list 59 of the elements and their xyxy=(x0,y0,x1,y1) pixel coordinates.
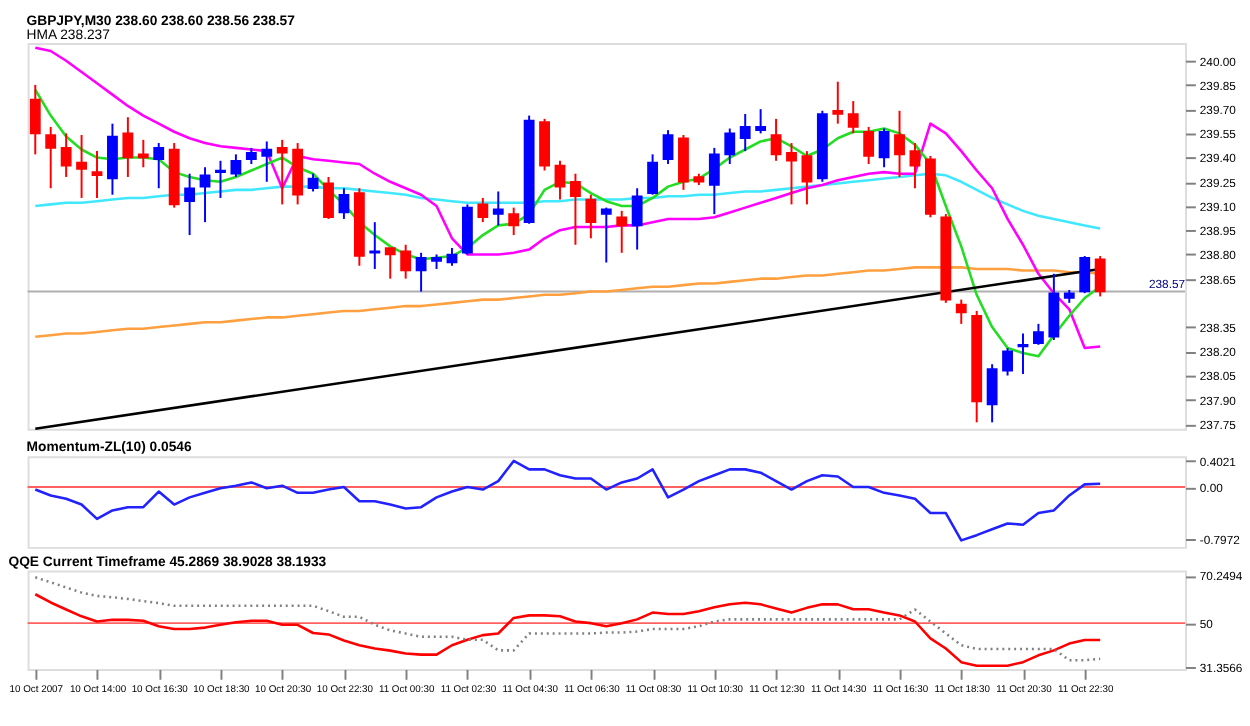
candlestick xyxy=(739,113,751,153)
candlestick xyxy=(894,109,905,178)
candlestick xyxy=(570,172,581,246)
line-series xyxy=(34,576,1102,662)
candlestick xyxy=(1002,347,1013,377)
candlestick xyxy=(832,80,844,125)
candlestick xyxy=(461,203,473,256)
candlestick xyxy=(91,150,103,199)
candlestick xyxy=(585,193,597,240)
candlestick xyxy=(662,129,674,166)
candlestick xyxy=(45,125,57,190)
candlestick xyxy=(678,133,689,191)
candlestick xyxy=(477,196,489,224)
candlestick xyxy=(616,209,628,254)
candlestick xyxy=(847,100,859,135)
candlestick xyxy=(863,125,875,166)
candlestick xyxy=(184,172,196,237)
candlestick xyxy=(1094,255,1106,298)
candlestick xyxy=(770,117,782,162)
candlestick xyxy=(1079,255,1091,295)
candlestick xyxy=(492,190,504,227)
candlestick xyxy=(801,150,813,206)
candlestick xyxy=(755,108,767,135)
candlestick xyxy=(600,206,612,264)
line-series xyxy=(34,459,1102,542)
candlestick xyxy=(1033,322,1044,346)
candlestick xyxy=(878,127,890,169)
candlestick xyxy=(384,246,396,280)
candlestick xyxy=(60,132,72,178)
candlestick xyxy=(909,142,921,190)
candlestick xyxy=(76,133,87,199)
line-series xyxy=(34,46,1102,350)
candlestick xyxy=(400,243,412,280)
candlestick xyxy=(508,206,520,237)
candlestick xyxy=(107,122,118,196)
candlestick xyxy=(1017,332,1029,375)
candlestick xyxy=(724,127,736,166)
candlestick xyxy=(323,175,334,220)
candlestick xyxy=(230,153,242,178)
line-series xyxy=(34,592,1102,667)
candlestick xyxy=(708,146,720,216)
candlestick xyxy=(955,298,967,325)
candlestick xyxy=(261,140,273,183)
candlestick xyxy=(122,116,134,178)
candlestick xyxy=(1048,272,1060,341)
candlestick xyxy=(292,142,304,206)
candlestick xyxy=(539,117,550,172)
candlestick xyxy=(415,251,427,293)
candlestick xyxy=(153,142,165,190)
candlestick xyxy=(647,153,659,196)
candlestick xyxy=(215,159,226,199)
candlestick xyxy=(29,83,41,156)
candlestick xyxy=(786,142,797,206)
candlestick xyxy=(554,159,566,201)
candlestick xyxy=(338,187,350,220)
candlestick xyxy=(986,363,998,424)
candlestick xyxy=(276,138,288,206)
candlestick xyxy=(369,221,381,270)
candlestick xyxy=(631,187,643,251)
